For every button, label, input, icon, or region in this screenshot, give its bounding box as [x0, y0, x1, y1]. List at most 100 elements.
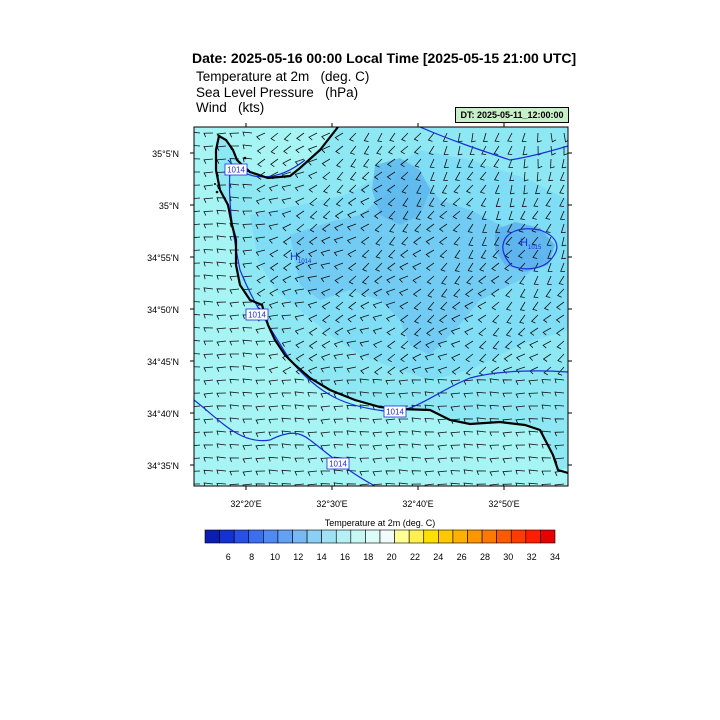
- wind-barb: [203, 366, 214, 372]
- wind-barb: [359, 340, 370, 347]
- wind-barb: [559, 197, 565, 207]
- wind-barb: [388, 236, 396, 246]
- wind-barb: [563, 146, 568, 156]
- wind-barb: [242, 483, 253, 486]
- wind-barb: [466, 184, 474, 194]
- wind-barb: [466, 275, 474, 285]
- wind-barb: [537, 158, 543, 169]
- wind-barb: [385, 457, 396, 463]
- colorbar-swatch: [263, 529, 279, 544]
- wind-barb: [360, 197, 370, 206]
- wind-barb: [203, 300, 214, 306]
- wind-barb: [294, 457, 305, 463]
- wind-barb: [478, 327, 487, 337]
- wind-barb: [468, 236, 474, 246]
- wind-barb: [441, 275, 448, 285]
- dt-badge: DT: 2025-05-11_12:00:00: [455, 107, 569, 123]
- wind-barb: [194, 431, 201, 434]
- wind-barb: [320, 444, 331, 450]
- wind-barb: [322, 210, 331, 220]
- wind-barb: [398, 443, 409, 449]
- islet: [243, 156, 247, 160]
- wind-barb: [294, 444, 305, 449]
- wind-barb: [515, 444, 526, 450]
- wind-barb: [203, 249, 214, 254]
- wind-barb: [533, 288, 539, 298]
- wind-barb: [454, 262, 461, 272]
- wind-barb: [268, 379, 279, 386]
- wind-barb: [502, 470, 513, 476]
- wind-barb: [242, 236, 253, 242]
- wind-barb: [413, 145, 422, 155]
- wind-barb: [255, 444, 266, 450]
- wind-barb: [308, 249, 318, 258]
- wind-barb: [320, 470, 330, 476]
- wind-barb: [372, 378, 383, 384]
- wind-barb: [359, 431, 370, 436]
- wind-barb: [281, 469, 292, 475]
- wind-barb: [399, 301, 409, 310]
- wind-barb: [428, 145, 435, 155]
- wind-barb: [413, 340, 422, 350]
- wind-barb: [334, 327, 344, 336]
- wind-barb: [203, 340, 214, 346]
- wind-barb: [482, 132, 488, 143]
- colorbar-swatch: [510, 529, 527, 544]
- wind-barb: [256, 184, 266, 193]
- wind-barb: [489, 431, 499, 437]
- wind-barb: [400, 340, 409, 350]
- wind-barb: [269, 262, 279, 271]
- wind-barb: [546, 275, 552, 285]
- wind-barb: [375, 262, 383, 272]
- wind-barb: [203, 353, 214, 359]
- wind-barb: [242, 444, 253, 450]
- wind-barb: [346, 366, 357, 373]
- wind-barb: [516, 353, 526, 361]
- wind-barb: [229, 340, 240, 346]
- wind-barb: [308, 340, 318, 349]
- wind-barb: [242, 144, 253, 150]
- lat-label: 34°55'N: [147, 253, 179, 263]
- wind-barb: [294, 430, 305, 436]
- wind-barb: [270, 158, 279, 168]
- wind-barb: [270, 145, 279, 155]
- wind-barb: [321, 314, 331, 324]
- wind-barb: [450, 444, 461, 450]
- wind-barb: [516, 340, 526, 349]
- wind-barb: [360, 366, 370, 374]
- wind-barb: [242, 131, 253, 137]
- wind-barb: [216, 366, 227, 372]
- colorbar-swatch: [452, 529, 468, 544]
- wind-barb: [561, 158, 567, 169]
- wind-barb: [412, 262, 422, 271]
- wind-barb: [464, 340, 474, 349]
- wind-barb: [411, 456, 422, 462]
- wind-barb: [387, 145, 396, 155]
- wind-barb: [413, 132, 422, 142]
- wind-barb: [294, 391, 305, 397]
- wind-barb: [229, 353, 239, 359]
- wind-barb: [203, 379, 214, 385]
- wind-barb: [321, 288, 331, 296]
- wind-barb: [541, 457, 552, 462]
- colorbar-swatch: [292, 529, 308, 544]
- wind-barb: [347, 314, 357, 323]
- wind-barb: [334, 275, 344, 284]
- wind-barb: [533, 275, 539, 285]
- wind-barb: [295, 340, 305, 349]
- wind-barb: [255, 210, 266, 217]
- wind-barb: [491, 301, 500, 311]
- wind-barb: [398, 418, 408, 424]
- wind-barb: [529, 327, 539, 336]
- lon-label: 32°40'E: [402, 499, 434, 509]
- wind-barb: [505, 288, 513, 298]
- wind-barb: [416, 184, 422, 194]
- map-frame: [193, 126, 569, 487]
- colorbar-swatch: [365, 529, 381, 544]
- wind-barb: [308, 236, 318, 245]
- wind-barb: [282, 236, 292, 245]
- wind-barb: [523, 184, 528, 195]
- wind-barb: [502, 457, 513, 463]
- wind-barb: [386, 340, 396, 349]
- wind-barb: [294, 275, 305, 283]
